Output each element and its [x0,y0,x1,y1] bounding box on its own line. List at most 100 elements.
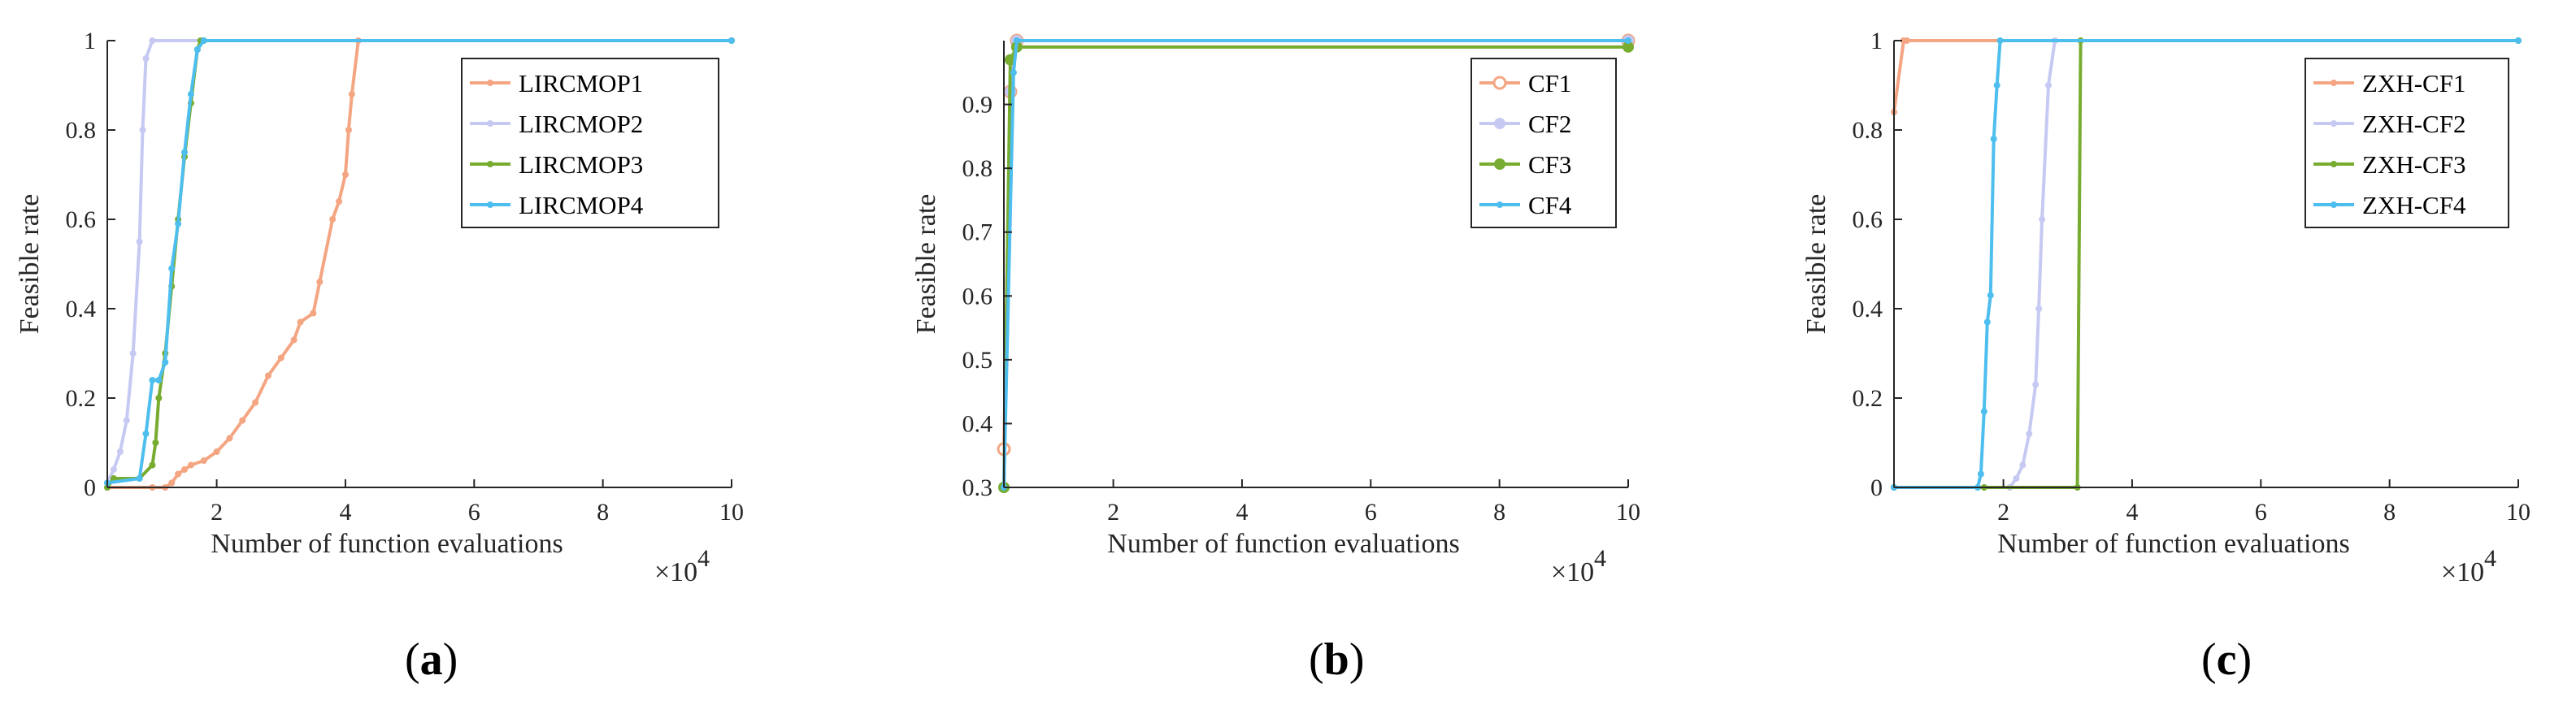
x-axis-exponent: 4 [1594,545,1606,572]
y-tick-label: 0.8 [1853,117,1883,144]
panel-a: 2 4 6 8 10 0 0.2 0.4 0.6 0.8 1 Number of function e… [15,28,744,685]
data-point [316,279,324,285]
x-tick-label: 4 [339,499,351,526]
panel-caption: (a) [405,634,458,685]
data-point [2515,37,2522,44]
data-point [175,470,182,478]
data-point [252,399,259,406]
data-point [348,91,355,97]
panel-b: 2 4 6 8 10 0.3 0.4 0.5 0.6 0.7 0.8 0.9 Number of fun… [911,33,1640,685]
data-point [1983,318,1991,326]
data-point [136,238,143,245]
y-tick-label: 1 [84,28,96,54]
legend-label-zxh-cf2: ZXH-CF2 [2362,110,2465,138]
legend-marker [487,80,493,86]
data-point [181,466,189,473]
data-point [168,479,176,487]
series-line-cf4 [1002,39,1628,488]
y-tick-label: 1 [1870,28,1883,54]
data-point [1625,37,1631,44]
data-point [142,55,150,62]
legend-label-cf2: CF2 [1528,110,1571,138]
data-point [2013,475,2020,482]
y-tick-label: 0.2 [1853,385,1883,412]
legend-marker [2331,80,2337,86]
data-point [310,310,317,317]
data-point [2045,82,2053,89]
y-axis-label: Feasible rate [911,194,941,335]
data-point [290,336,298,344]
data-point [181,149,189,156]
data-point [1010,69,1017,76]
panel-caption: (c) [2201,634,2252,685]
series-line-lircmop2 [106,39,732,484]
data-point [336,198,343,205]
data-point [136,475,143,482]
legend-label-lircmop1: LIRCMOP1 [519,69,643,97]
y-tick-label: 0.8 [66,117,97,144]
data-point [149,37,156,44]
data-point [213,448,220,455]
data-point [1987,292,1994,299]
legend-label-zxh-cf1: ZXH-CF1 [2362,69,2465,97]
legend-marker [2331,120,2337,127]
data-point [200,37,207,44]
data-point [149,461,156,469]
x-tick-label: 6 [468,499,480,526]
data-point [1013,37,1020,44]
x-tick-label: 2 [211,499,223,526]
y-axis-label: Feasible rate [1801,194,1831,335]
data-point [1622,41,1634,53]
x-tick-label: 10 [2506,499,2530,526]
data-point [1993,82,2000,89]
x-axis-multiplier: ×10 [654,557,697,587]
data-point [168,265,176,272]
data-point [187,91,194,97]
x-axis-multiplier: ×10 [2441,557,2484,587]
x-axis-label: Number of function evaluations [1997,529,2349,559]
data-point [200,457,207,464]
data-point [152,439,159,446]
legend-label-lircmop3: LIRCMOP3 [519,150,643,179]
data-point [1977,470,1984,478]
legend-marker [1494,118,1505,129]
y-tick-label: 0.6 [962,283,993,310]
legend-label-cf4: CF4 [1528,191,1572,219]
data-point [345,127,352,133]
data-point [110,466,117,473]
legend-marker [1497,201,1503,208]
data-point [1980,408,1987,415]
series-line-zxh-cf4 [1894,39,2518,489]
y-tick-label: 0.6 [66,206,97,233]
y-tick-label: 0.9 [962,92,993,119]
data-point [175,220,182,227]
x-axis-multiplier: ×10 [1551,557,1594,587]
x-tick-label: 8 [1493,499,1505,526]
data-point [2035,305,2043,312]
legend-marker [1492,76,1507,90]
y-tick-label: 0 [84,474,96,501]
x-axis-label: Number of function evaluations [1107,529,1459,559]
legend-label-lircmop4: LIRCMOP4 [519,191,644,219]
data-point [187,461,194,469]
y-tick-label: 0.6 [1853,206,1883,233]
data-point [149,377,156,383]
legend-label-zxh-cf4: ZXH-CF4 [2362,191,2466,219]
x-tick-label: 10 [1616,499,1640,526]
x-tick-label: 10 [719,499,744,526]
y-tick-label: 0.8 [962,155,993,182]
legend-marker [487,161,493,167]
x-tick-label: 6 [2255,499,2267,526]
data-point [239,417,246,424]
legend-marker [2331,201,2337,208]
y-tick-label: 0.4 [1853,296,1883,323]
data-point [2019,461,2026,469]
legend-label-cf1: CF1 [1528,69,1571,97]
data-point [2032,381,2040,388]
y-tick-label: 0 [1870,474,1883,501]
y-tick-label: 0.4 [66,296,97,323]
legend-label-cf3: CF3 [1528,150,1571,179]
data-point [1990,136,1997,142]
x-tick-label: 6 [1365,499,1377,526]
